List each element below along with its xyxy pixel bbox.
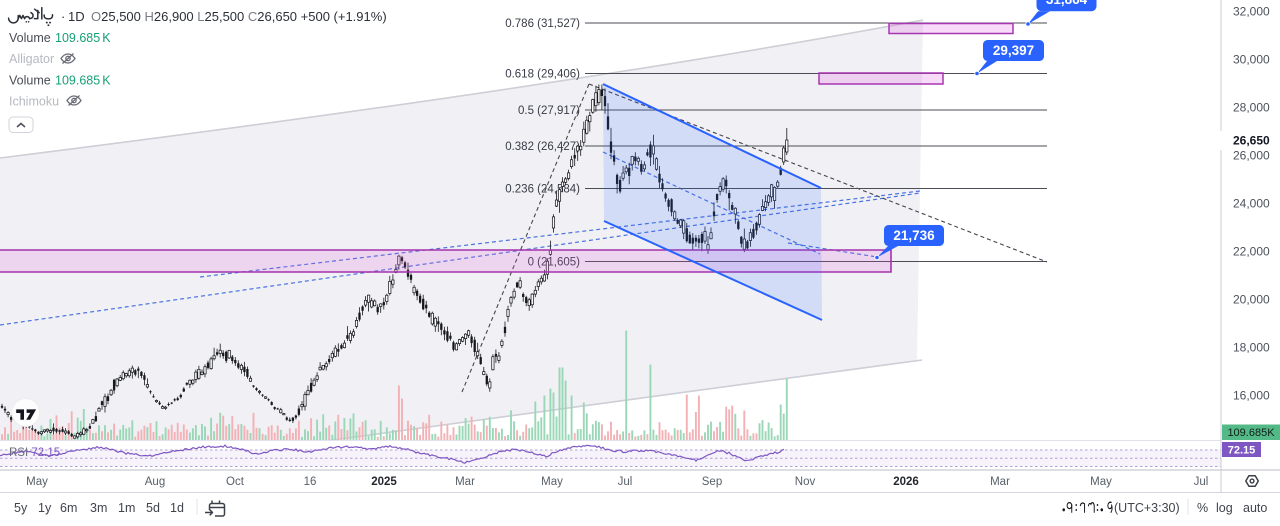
svg-text:109.685K: 109.685K <box>1227 427 1275 439</box>
svg-text:May: May <box>541 476 563 488</box>
svg-text:Mar: Mar <box>990 476 1010 488</box>
svg-text:30,000: 30,000 <box>1233 53 1270 67</box>
svg-text:Sep: Sep <box>702 476 722 488</box>
svg-text:log: log <box>1216 501 1233 515</box>
svg-text:18,000: 18,000 <box>1233 341 1270 355</box>
svg-text:Ichimoku: Ichimoku <box>9 95 59 109</box>
svg-text:Alligator: Alligator <box>9 52 54 66</box>
svg-text:Jul: Jul <box>1194 476 1209 488</box>
svg-text:·: · <box>61 9 65 24</box>
svg-text:0.382 (26,427): 0.382 (26,427) <box>505 141 580 153</box>
svg-text:0.618 (29,406): 0.618 (29,406) <box>505 69 580 81</box>
svg-text:0.5 (27,917): 0.5 (27,917) <box>518 105 580 117</box>
svg-text:%: % <box>1197 501 1208 515</box>
svg-text:109.685K: 109.685K <box>55 74 111 88</box>
svg-text:21,736: 21,736 <box>893 228 935 243</box>
svg-text:Jul: Jul <box>618 476 633 488</box>
svg-text:26,650: 26,650 <box>1233 134 1270 148</box>
svg-text:O25,500 H26,900 L25,500 C26,65: O25,500 H26,900 L25,500 C26,650 +500 (+1… <box>91 9 387 24</box>
svg-text:2026: 2026 <box>893 476 919 488</box>
svg-text:Volume: Volume <box>9 31 51 45</box>
svg-text:24,000: 24,000 <box>1233 197 1270 211</box>
svg-text:16,000: 16,000 <box>1233 388 1270 402</box>
svg-text:3m: 3m <box>90 501 107 515</box>
svg-text:29,397: 29,397 <box>993 43 1034 58</box>
svg-text:16: 16 <box>304 476 317 488</box>
svg-text:1d: 1d <box>170 501 184 515</box>
svg-text:1y: 1y <box>38 501 52 515</box>
svg-text:0 (21,605): 0 (21,605) <box>528 257 581 269</box>
svg-text:(UTC+3:30): (UTC+3:30) <box>1114 501 1180 515</box>
svg-text:Oct: Oct <box>226 476 245 488</box>
svg-text:31,864: 31,864 <box>1046 0 1088 7</box>
svg-text:auto: auto <box>1243 501 1267 515</box>
svg-text:6m: 6m <box>60 501 77 515</box>
svg-text:32,000: 32,000 <box>1233 5 1270 19</box>
svg-text:20,000: 20,000 <box>1233 293 1270 307</box>
svg-text:0.786 (31,527): 0.786 (31,527) <box>505 18 580 30</box>
svg-text:1D: 1D <box>68 9 85 24</box>
svg-text:26,000: 26,000 <box>1233 149 1270 163</box>
svg-text:May: May <box>26 476 48 488</box>
svg-text:28,000: 28,000 <box>1233 101 1270 115</box>
svg-text:5y: 5y <box>14 501 28 515</box>
svg-text:2025: 2025 <box>371 476 397 488</box>
svg-text:72.15: 72.15 <box>1228 445 1256 457</box>
svg-text:Aug: Aug <box>145 476 165 488</box>
svg-text:Volume: Volume <box>9 74 51 88</box>
svg-text:109.685K: 109.685K <box>55 31 111 45</box>
svg-text:1m: 1m <box>118 501 135 515</box>
svg-text:0.236 (24,584): 0.236 (24,584) <box>505 184 580 196</box>
svg-text:RSI 72.15: RSI 72.15 <box>9 447 60 459</box>
svg-text:22,000: 22,000 <box>1233 245 1270 259</box>
svg-text:May: May <box>1090 476 1112 488</box>
svg-text:5d: 5d <box>146 501 160 515</box>
svg-text:Nov: Nov <box>795 476 816 488</box>
svg-text:Mar: Mar <box>455 476 475 488</box>
